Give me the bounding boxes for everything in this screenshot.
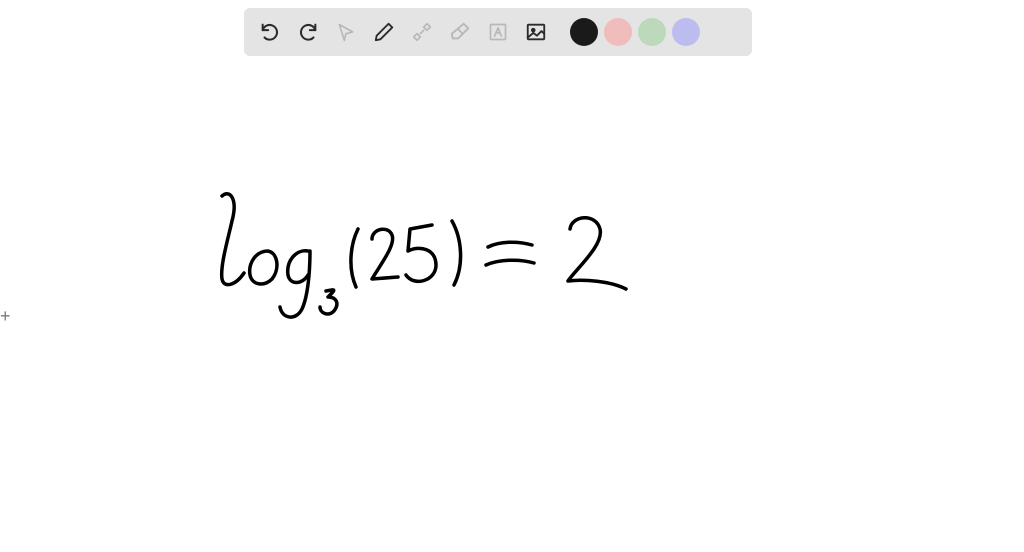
plus-marker: + bbox=[0, 306, 11, 327]
toolbar bbox=[244, 8, 752, 56]
text-button[interactable] bbox=[482, 16, 514, 48]
tools-icon bbox=[412, 22, 432, 42]
color-swatch-black[interactable] bbox=[570, 18, 598, 46]
color-swatch-green[interactable] bbox=[638, 18, 666, 46]
handwriting-log-equation bbox=[200, 181, 660, 331]
undo-icon bbox=[259, 21, 281, 43]
pointer-icon bbox=[336, 22, 356, 42]
tools-button[interactable] bbox=[406, 16, 438, 48]
redo-icon bbox=[297, 21, 319, 43]
pointer-button[interactable] bbox=[330, 16, 362, 48]
color-swatch-pink[interactable] bbox=[604, 18, 632, 46]
pencil-button[interactable] bbox=[368, 16, 400, 48]
image-button[interactable] bbox=[520, 16, 552, 48]
image-icon bbox=[525, 21, 547, 43]
text-icon bbox=[488, 22, 508, 42]
eraser-button[interactable] bbox=[444, 16, 476, 48]
color-swatch-purple[interactable] bbox=[672, 18, 700, 46]
drawing-canvas[interactable]: + bbox=[0, 56, 1024, 552]
redo-button[interactable] bbox=[292, 16, 324, 48]
pencil-icon bbox=[373, 21, 395, 43]
undo-button[interactable] bbox=[254, 16, 286, 48]
eraser-icon bbox=[449, 21, 471, 43]
